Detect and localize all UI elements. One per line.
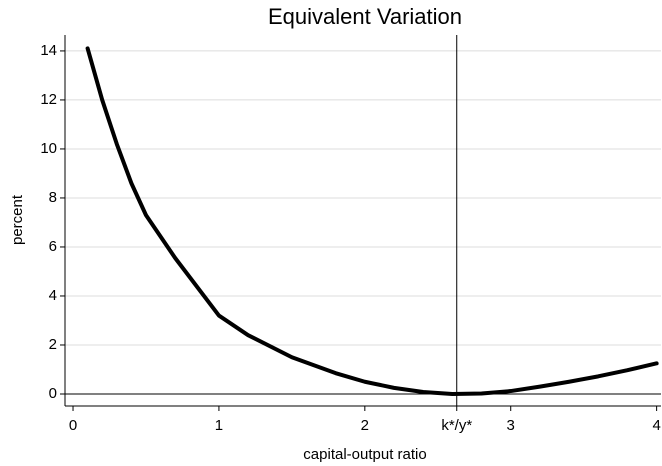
y-tick-label: 6 bbox=[49, 238, 57, 255]
x-tick-label: 1 bbox=[215, 417, 223, 434]
y-tick-label: 4 bbox=[49, 287, 57, 304]
y-tick-label: 14 bbox=[40, 42, 57, 59]
x-tick-label: k*/y* bbox=[441, 417, 472, 434]
data-line bbox=[85, 46, 659, 396]
x-tick-label: 0 bbox=[69, 417, 77, 434]
y-tick-label: 12 bbox=[40, 91, 57, 108]
y-tick-label: 10 bbox=[40, 140, 57, 157]
x-tick-label: 3 bbox=[507, 417, 515, 434]
y-tick-label: 2 bbox=[49, 336, 57, 353]
x-axis-label: capital-output ratio bbox=[303, 446, 426, 463]
y-tick-label: 0 bbox=[49, 385, 57, 402]
chart-title: Equivalent Variation bbox=[268, 4, 462, 29]
y-axis-label: percent bbox=[9, 194, 26, 245]
x-tick-label: 2 bbox=[361, 417, 369, 434]
x-tick-label: 4 bbox=[652, 417, 660, 434]
y-tick-label: 8 bbox=[49, 189, 57, 206]
